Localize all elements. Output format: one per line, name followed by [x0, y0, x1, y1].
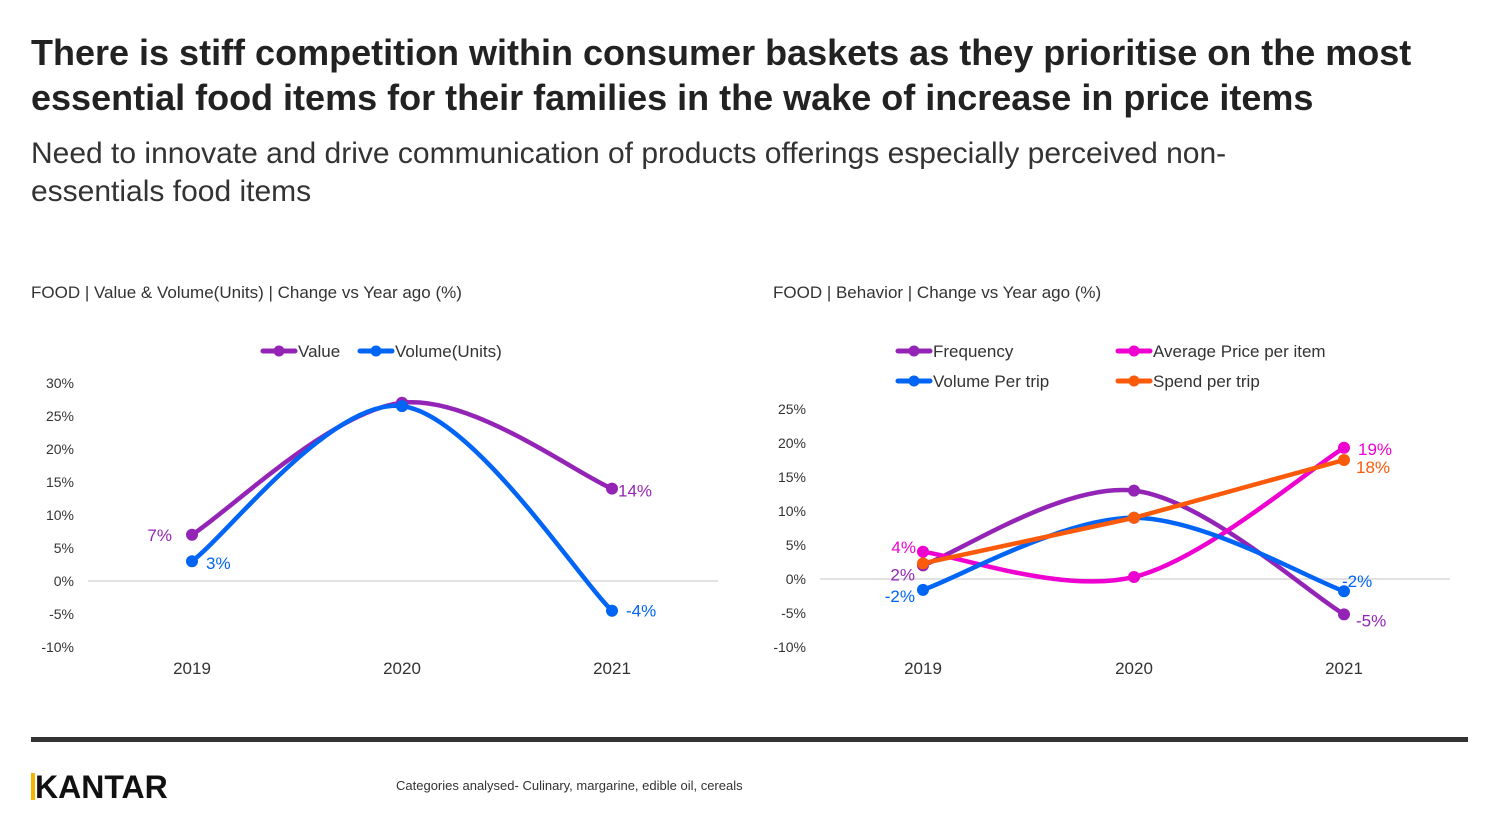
data-label-spend-per-trip: 18%: [1356, 458, 1390, 477]
data-point-spend-per-trip: [1338, 454, 1350, 466]
y-tick-label: 0%: [786, 571, 806, 587]
data-label-value: 7%: [147, 526, 172, 545]
x-tick-label: 2019: [904, 659, 942, 678]
legend-label-volume-per-trip: Volume Per trip: [933, 372, 1049, 391]
y-tick-label: -10%: [41, 639, 74, 655]
y-tick-label: 5%: [786, 537, 806, 553]
series-line-volume-units: [189, 403, 615, 613]
x-tick-label: 2019: [173, 659, 211, 678]
data-label-volume-units: -4%: [626, 602, 656, 621]
legend-label-value: Value: [298, 342, 340, 361]
data-label-frequency: -5%: [1356, 611, 1386, 630]
data-point-volume-units: [186, 555, 198, 568]
y-tick-label: -10%: [773, 639, 806, 655]
x-tick-label: 2021: [593, 659, 631, 678]
data-label-volume-per-trip: -2%: [885, 587, 915, 606]
y-tick-label: 20%: [778, 435, 806, 451]
data-point-frequency: [1128, 484, 1140, 497]
data-label-frequency: 2%: [890, 565, 915, 584]
y-tick-label: -5%: [781, 605, 806, 621]
y-tick-label: 10%: [778, 503, 806, 519]
data-point-average-price-per-item: [1128, 570, 1140, 583]
legend-marker-frequency: [908, 345, 920, 357]
legend-label-spend-per-trip: Spend per trip: [1153, 372, 1260, 391]
y-tick-label: 25%: [778, 401, 806, 417]
y-tick-label: 25%: [46, 408, 74, 424]
data-point-volume-per-trip: [1338, 585, 1350, 598]
series-line-frequency: [920, 487, 1347, 617]
data-label-average-price-per-item: 4%: [891, 538, 916, 557]
series-line-value: [189, 400, 615, 538]
legend-marker-spend-per-trip: [1128, 375, 1140, 387]
kantar-logo: KANTAR: [31, 769, 168, 806]
data-point-volume-per-trip: [917, 583, 929, 596]
divider: [31, 737, 1468, 742]
y-tick-label: 0%: [54, 573, 74, 589]
data-point-volume-units: [396, 400, 408, 413]
data-point-average-price-per-item: [917, 545, 929, 558]
y-tick-label: 30%: [46, 375, 74, 391]
y-tick-label: 15%: [778, 469, 806, 485]
data-point-volume-units: [606, 604, 618, 617]
legend-marker-volume-units: [370, 345, 382, 357]
data-point-frequency: [1338, 608, 1350, 621]
data-point-value: [606, 482, 618, 495]
legend-marker-value: [273, 345, 285, 357]
data-point-value: [186, 528, 198, 541]
data-label-volume-per-trip: -2%: [1342, 572, 1372, 591]
y-tick-label: 20%: [46, 441, 74, 457]
slide-title: There is stiff competition within consum…: [31, 32, 1412, 118]
y-tick-label: -5%: [49, 606, 74, 622]
slide-subtitle: Need to innovate and drive communication…: [31, 137, 1227, 208]
chart-title-value-volume: FOOD | Value & Volume(Units) | Change vs…: [31, 283, 462, 302]
y-tick-label: 10%: [46, 507, 74, 523]
data-point-spend-per-trip: [1128, 511, 1140, 524]
data-label-value: 14%: [618, 482, 652, 501]
chart-title-behavior: FOOD | Behavior | Change vs Year ago (%): [773, 283, 1102, 302]
x-tick-label: 2020: [383, 659, 421, 678]
legend-label-volume-units: Volume(Units): [395, 342, 502, 361]
data-point-spend-per-trip: [917, 557, 929, 570]
series-line-spend-per-trip: [920, 457, 1347, 566]
legend-label-average-price-per-item: Average Price per item: [1153, 342, 1326, 361]
data-label-average-price-per-item: 19%: [1358, 440, 1392, 459]
footnote: Categories analysed- Culinary, margarine…: [396, 778, 743, 793]
legend-marker-average-price-per-item: [1128, 345, 1140, 357]
data-point-average-price-per-item: [1338, 441, 1350, 454]
y-tick-label: 15%: [46, 474, 74, 490]
legend-label-frequency: Frequency: [933, 342, 1014, 361]
x-tick-label: 2021: [1325, 659, 1363, 678]
data-label-volume-units: 3%: [206, 554, 231, 573]
y-tick-label: 5%: [54, 540, 74, 556]
x-tick-label: 2020: [1115, 659, 1153, 678]
legend-marker-volume-per-trip: [908, 375, 920, 387]
